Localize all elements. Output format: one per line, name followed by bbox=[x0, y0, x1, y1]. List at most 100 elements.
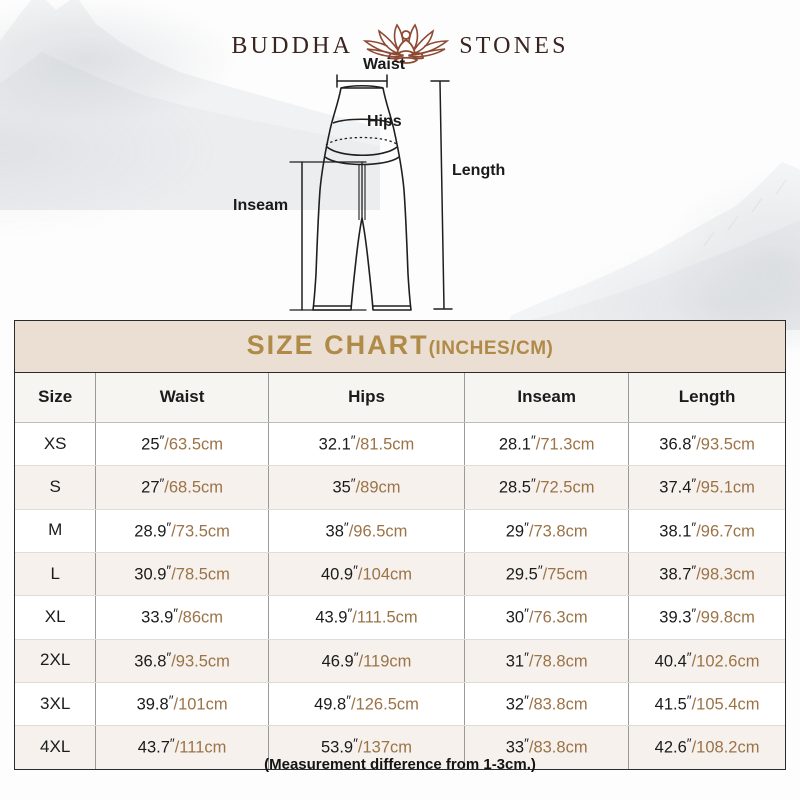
cell-inseam: 28.5″/72.5cm bbox=[464, 465, 630, 510]
hips-dimension-label: Hips bbox=[367, 113, 402, 130]
cell-waist: 25″/63.5cm bbox=[95, 422, 269, 467]
inch-mark: ″ bbox=[686, 692, 692, 708]
cell-size: 2XL bbox=[15, 639, 97, 683]
cm-unit: /108.2cm bbox=[691, 738, 760, 757]
cm-unit: /105.4cm bbox=[691, 695, 760, 714]
inch-mark: ″ bbox=[524, 606, 529, 622]
cell-waist: 43.7″/111cm bbox=[95, 725, 269, 769]
cell-inseam: 31″/78.8cm bbox=[464, 639, 630, 683]
cell-size: S bbox=[15, 465, 97, 510]
cm-unit: /83.8cm bbox=[528, 738, 588, 757]
cell-size: 4XL bbox=[15, 725, 97, 769]
inch-mark: ″ bbox=[347, 606, 353, 622]
cell-hips: 43.9″/111.5cm bbox=[268, 595, 466, 640]
inch-mark: ″ bbox=[166, 519, 172, 535]
table-row: M 28.9″/73.5cm 38″/96.5cm 29″/73.8cm 38.1″/9… bbox=[15, 509, 785, 553]
cm-unit: /96.7cm bbox=[696, 521, 755, 540]
cm-unit: /78.8cm bbox=[528, 651, 588, 670]
cell-size: XL bbox=[15, 595, 97, 640]
inch-mark: ″ bbox=[353, 736, 358, 752]
cell-inseam: 33″/83.8cm bbox=[464, 725, 630, 769]
inch-mark: ″ bbox=[350, 433, 356, 448]
inch-mark: ″ bbox=[524, 519, 529, 535]
cm-unit: /104cm bbox=[357, 565, 412, 584]
cm-unit: /81.5cm bbox=[355, 435, 415, 454]
waist-dimension-label: Waist bbox=[363, 56, 406, 73]
cell-inseam: 32″/83.8cm bbox=[464, 682, 630, 727]
inch-mark: ″ bbox=[159, 476, 165, 492]
cell-length: 38.7″/98.3cm bbox=[628, 552, 785, 597]
column-header-length: Length bbox=[628, 373, 785, 423]
inch-mark: ″ bbox=[166, 649, 172, 665]
table-body: XS 25″/63.5cm 32.1″/81.5cm 28.1″/71.3cm 36.8… bbox=[15, 422, 785, 769]
brand-word-right: STONES bbox=[459, 32, 569, 59]
inch-mark: ″ bbox=[524, 649, 529, 665]
table-header-row: Size Waist Hips Inseam Length bbox=[15, 373, 785, 423]
lotus-meditation-icon bbox=[362, 23, 450, 64]
inch-mark: ″ bbox=[691, 476, 697, 492]
cm-unit: /72.5cm bbox=[535, 478, 595, 497]
cm-unit: /86cm bbox=[178, 608, 223, 627]
cell-length: 41.5″/105.4cm bbox=[628, 682, 785, 727]
cell-waist: 36.8″/93.5cm bbox=[95, 639, 269, 683]
cell-waist: 27″/68.5cm bbox=[95, 465, 269, 510]
cell-length: 40.4″/102.6cm bbox=[628, 639, 785, 683]
inch-mark: ″ bbox=[343, 519, 349, 535]
table-row: S 27″/68.5cm 35″/89cm 28.5″/72.5cm 37.4″/95.… bbox=[15, 465, 785, 510]
cell-hips: 53.9″/137cm bbox=[268, 725, 466, 769]
cell-length: 38.1″/96.7cm bbox=[628, 509, 785, 553]
cm-unit: /73.5cm bbox=[171, 521, 230, 540]
cm-unit: /89cm bbox=[355, 478, 401, 497]
cell-hips: 35″/89cm bbox=[268, 465, 466, 510]
inch-mark: ″ bbox=[691, 606, 697, 622]
inch-mark: ″ bbox=[537, 562, 543, 578]
cm-unit: /119cm bbox=[358, 651, 412, 670]
cell-size: 3XL bbox=[15, 682, 97, 727]
cm-unit: /93.5cm bbox=[696, 435, 755, 454]
cell-length: 37.4″/95.1cm bbox=[628, 465, 785, 510]
cm-unit: /102.6cm bbox=[691, 651, 760, 670]
inseam-dimension-label: Inseam bbox=[233, 197, 289, 214]
cm-unit: /63.5cm bbox=[164, 435, 223, 454]
cell-inseam: 28.1″/71.3cm bbox=[464, 422, 630, 467]
size-chart-title-main: SIZE CHART bbox=[246, 330, 429, 360]
cell-inseam: 30″/76.3cm bbox=[464, 595, 630, 640]
inch-mark: ″ bbox=[524, 692, 529, 708]
cm-unit: /76.3cm bbox=[528, 608, 588, 627]
inch-mark: ″ bbox=[166, 562, 172, 578]
cell-inseam: 29″/73.8cm bbox=[464, 509, 630, 553]
inch-mark: ″ bbox=[691, 562, 697, 578]
table-row: XS 25″/63.5cm 32.1″/81.5cm 28.1″/71.3cm 36.8… bbox=[15, 422, 785, 467]
cell-hips: 40.9″/104cm bbox=[268, 552, 466, 597]
inch-mark: ″ bbox=[353, 562, 358, 578]
cell-size: M bbox=[15, 509, 97, 553]
cm-unit: /137cm bbox=[357, 738, 412, 757]
cm-unit: /83.8cm bbox=[528, 695, 588, 714]
inch-mark: ″ bbox=[346, 692, 351, 708]
inch-mark: ″ bbox=[686, 736, 692, 752]
leggings-measurement-diagram: Waist Hips Inseam Length bbox=[0, 52, 800, 320]
column-header-hips: Hips bbox=[268, 373, 466, 423]
cell-hips: 32.1″/81.5cm bbox=[268, 422, 466, 467]
size-chart-table-container: SIZE CHART(INCHES/CM) Size Waist Hips In… bbox=[14, 320, 786, 770]
cm-unit: /101cm bbox=[173, 695, 228, 714]
inch-mark: ″ bbox=[168, 692, 174, 708]
cm-unit: /95.1cm bbox=[696, 478, 755, 497]
cell-size: L bbox=[15, 552, 97, 597]
cell-inseam: 29.5″/75cm bbox=[464, 552, 630, 597]
cell-length: 36.8″/93.5cm bbox=[628, 422, 785, 467]
cm-unit: /111cm bbox=[174, 738, 227, 757]
cm-unit: /111.5cm bbox=[352, 608, 418, 627]
column-header-waist: Waist bbox=[95, 373, 269, 423]
cell-hips: 38″/96.5cm bbox=[268, 509, 466, 553]
cell-length: 39.3″/99.8cm bbox=[628, 595, 785, 640]
cm-unit: /126.5cm bbox=[351, 695, 419, 714]
table-row: 2XL 36.8″/93.5cm 46.9″/119cm 31″/78.8cm 40.4… bbox=[15, 639, 785, 683]
cm-unit: /71.3cm bbox=[535, 435, 595, 454]
cm-unit: /98.3cm bbox=[696, 565, 755, 584]
table-row: L 30.9″/78.5cm 40.9″/104cm 29.5″/75cm 38.7″/… bbox=[15, 552, 785, 597]
cm-unit: /73.8cm bbox=[528, 521, 588, 540]
length-dimension-label: Length bbox=[452, 162, 506, 179]
cell-hips: 46.9″/119cm bbox=[268, 639, 466, 683]
